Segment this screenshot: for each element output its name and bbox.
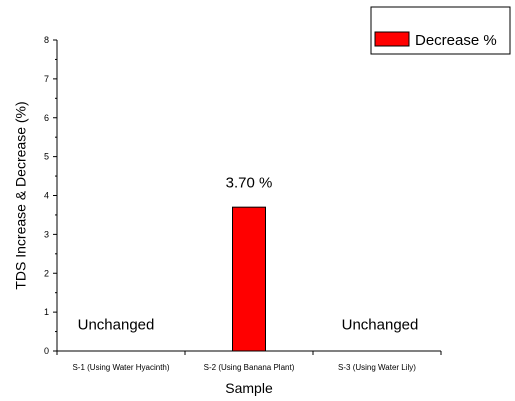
legend-label: Decrease % bbox=[415, 32, 497, 49]
y-axis-title: TDS Increase & Decrease (%) bbox=[13, 101, 29, 289]
annotation-s2-value: 3.70 % bbox=[226, 175, 273, 192]
x-tick-label: S-2 (Using Banana Plant) bbox=[204, 363, 295, 372]
y-tick-label: 3 bbox=[44, 229, 49, 239]
x-tick-label: S-1 (Using Water Hyacinth) bbox=[72, 363, 169, 372]
legend: Decrease % bbox=[370, 6, 511, 55]
y-tick-label: 5 bbox=[44, 152, 49, 162]
y-tick-label: 7 bbox=[44, 74, 49, 84]
legend-swatch bbox=[374, 31, 410, 47]
y-tick-label: 1 bbox=[44, 307, 49, 317]
y-tick-label: 8 bbox=[44, 35, 49, 45]
annotation-s1: Unchanged bbox=[78, 317, 155, 334]
y-tick-label: 2 bbox=[44, 268, 49, 278]
plot-area: 0 1 2 3 4 5 6 7 8 S-1 (Using Water Hyacinth) S-2 … bbox=[44, 35, 442, 372]
y-tick-label: 0 bbox=[44, 346, 49, 356]
bars bbox=[232, 206, 266, 352]
x-axis-ticks: S-1 (Using Water Hyacinth) S-2 (Using Ban… bbox=[56, 351, 442, 372]
y-tick-label: 6 bbox=[44, 113, 49, 123]
bar-2 bbox=[232, 206, 266, 352]
x-axis-title: Sample bbox=[225, 380, 273, 396]
annotation-s3: Unchanged bbox=[342, 317, 419, 334]
y-tick-label: 4 bbox=[44, 191, 49, 201]
y-axis-ticks: 0 1 2 3 4 5 6 7 8 bbox=[44, 35, 57, 356]
x-tick-label: S-3 (Using Water Lily) bbox=[338, 363, 416, 372]
